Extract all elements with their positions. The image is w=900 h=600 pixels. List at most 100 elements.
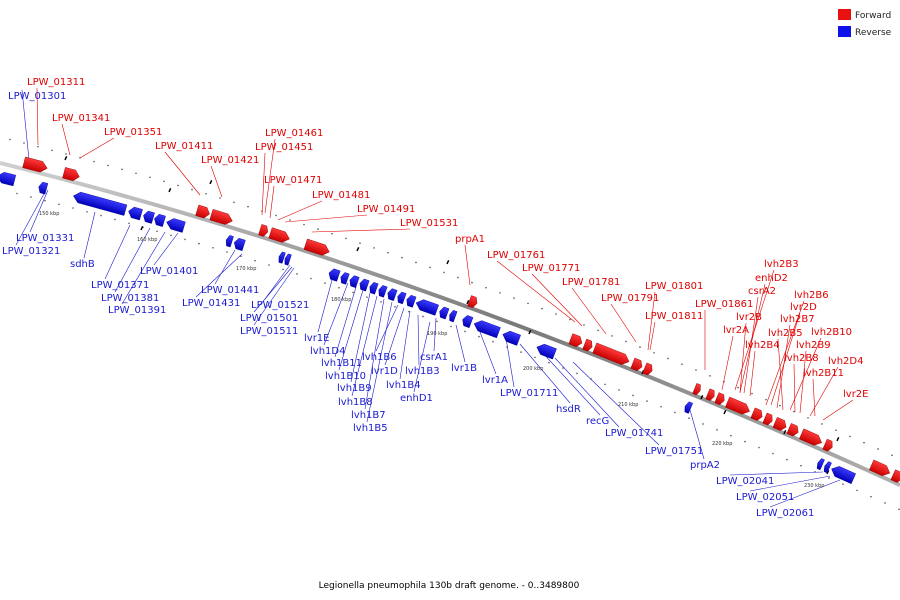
scale-dot [289,219,291,221]
gene-labels: LPW_01311 LPW_01341 LPW_01351 LPW_01411 LPW_… [2,77,869,519]
scale-dot [856,489,858,492]
leader-line [323,282,349,346]
reverse-gene-label: lvh1B7 [351,410,386,421]
forward-gene-label: lvh2B4 [745,340,780,351]
forward-gene [209,209,233,225]
scale-dot [604,383,606,386]
gene-arrow [359,278,370,292]
leader-line [649,321,656,351]
scale-tick-label: 160 kbp [137,237,157,243]
reverse-gene-label: csrA1 [420,352,448,363]
gene-arrow [822,438,833,452]
scale-dot [485,286,487,289]
gene-arrow [0,172,17,187]
scale-dot [688,417,690,419]
scale-dot [387,251,389,254]
scale-dot [709,375,711,377]
forward-gene [258,224,268,237]
reverse-gene-label: LPW_01321 [2,246,60,257]
leader-line [195,253,243,298]
scale-dot [492,340,494,343]
scale-dot [898,508,900,511]
leader-line [479,331,497,375]
leader-line [554,357,620,428]
leader-line [793,363,796,413]
reverse-gene-label: lvh1B3 [405,366,440,377]
forward-gene-label: lvh2B6 [794,290,829,301]
scale-dot [9,138,11,141]
leader-line [384,307,405,366]
scale-dot [436,320,438,323]
reverse-gene-label: lvh1B8 [338,397,373,408]
forward-gene-label: LPW_01531 [400,218,458,229]
scale-dot [30,196,32,198]
scale-tick-mark [783,429,787,435]
gene-arrow [22,156,48,173]
leader-line [789,337,822,411]
scale-dot [275,214,277,217]
scale-dot [422,315,424,318]
gene-arrow [705,388,715,401]
gene-arrow [268,227,290,243]
gene-arrow [642,362,653,376]
gene-arrow [415,299,439,316]
scale-tick-label: 180 kbp [331,297,351,303]
reverse-gene [816,458,825,471]
forward-gene [705,388,715,401]
forward-gene-label: LPW_01451 [255,142,313,153]
gene-arrow [349,275,360,288]
forward-gene-label: lvh2B8 [784,353,819,364]
reverse-gene [397,291,407,305]
leader-line [15,191,46,246]
scale-dot [219,197,221,199]
scale-dot [177,184,179,187]
forward-gene-label: LPW_01781 [562,277,620,288]
gene-arrow [799,428,822,446]
forward-gene-label: lvh2B3 [764,259,799,270]
scale-dot [163,180,165,183]
scale-tick-mark [836,437,840,442]
gene-arrow [714,392,725,405]
reverse-gene [154,214,166,227]
forward-gene-label: LPW_01491 [357,204,415,215]
scale-dot [282,268,284,271]
scale-dot [835,429,837,431]
scale-dot [653,351,655,354]
gene-arrow [630,357,643,372]
scale-dot [562,367,564,369]
gene-arrow [692,383,701,396]
leader-line [496,260,576,323]
scale-dot [660,405,662,408]
legend-forward-swatch [838,9,851,20]
forward-gene [822,438,833,452]
reverse-gene-label: LPW_01431 [182,298,240,309]
forward-gene-label: LPW_01411 [155,141,213,152]
reverse-gene-label: lvr1A [482,375,508,386]
scale-dot [51,149,53,152]
scale-dot [625,340,627,343]
gene-arrow [462,315,474,329]
gene-arrow [684,401,693,414]
scale-tick-mark [356,247,360,252]
leader-line [729,471,824,476]
leader-line [749,350,756,397]
scale-dot [520,351,522,353]
forward-gene-label: lvh2D4 [828,356,863,367]
scale-dot [744,440,746,443]
leader-line [264,138,276,214]
leader-line [334,286,357,358]
scale-tick-labels: 150 kbp 160 kbp 170 kbp 180 kbp 190 kbp 200 k… [39,211,824,489]
reverse-gene [415,299,439,316]
scale-dot [478,335,480,338]
gene-arrow [369,282,379,295]
scale-dot [674,411,676,414]
gene-arrow [406,295,417,308]
scale-dot [849,435,851,438]
scale-dot [268,264,270,266]
reverse-gene [233,238,246,251]
leader-line [253,267,295,326]
scale-tick-mark [168,187,172,193]
reverse-gene [369,282,379,295]
leader-line [799,350,807,414]
reverse-gene-label: LPW_01751 [645,446,703,457]
